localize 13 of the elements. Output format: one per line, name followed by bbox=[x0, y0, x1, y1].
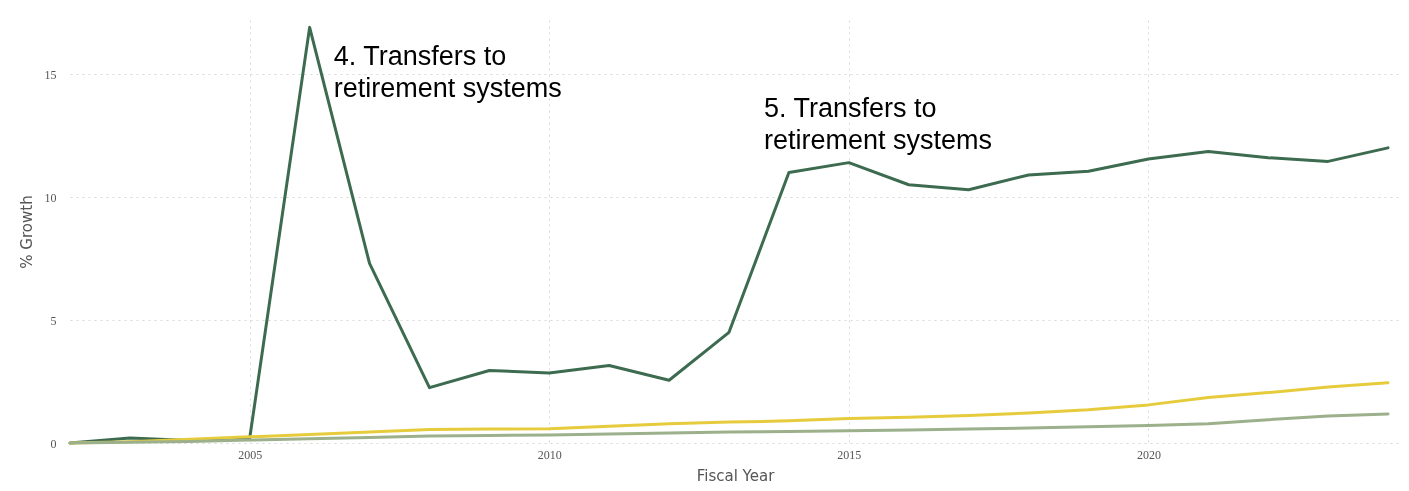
line-series bbox=[68, 412, 1390, 445]
annotation: 4. Transfers to retirement systems bbox=[333, 41, 562, 104]
x-tick-label: 2010 bbox=[537, 447, 562, 462]
y-axis-title: % Growth bbox=[17, 195, 36, 269]
x-axis-title: Fiscal Year bbox=[696, 466, 776, 485]
y-tick-label: 15 bbox=[44, 67, 57, 82]
y-tick-label: 0 bbox=[50, 436, 57, 451]
y-tick-label: 10 bbox=[44, 190, 57, 205]
y-tick-label: 5 bbox=[50, 313, 57, 328]
annotation: 5. Transfers to retirement systems bbox=[763, 93, 992, 156]
x-tick-label: 2020 bbox=[1136, 447, 1161, 462]
x-tick-label: 2015 bbox=[837, 447, 862, 462]
x-tick-label: 2005 bbox=[238, 447, 263, 462]
